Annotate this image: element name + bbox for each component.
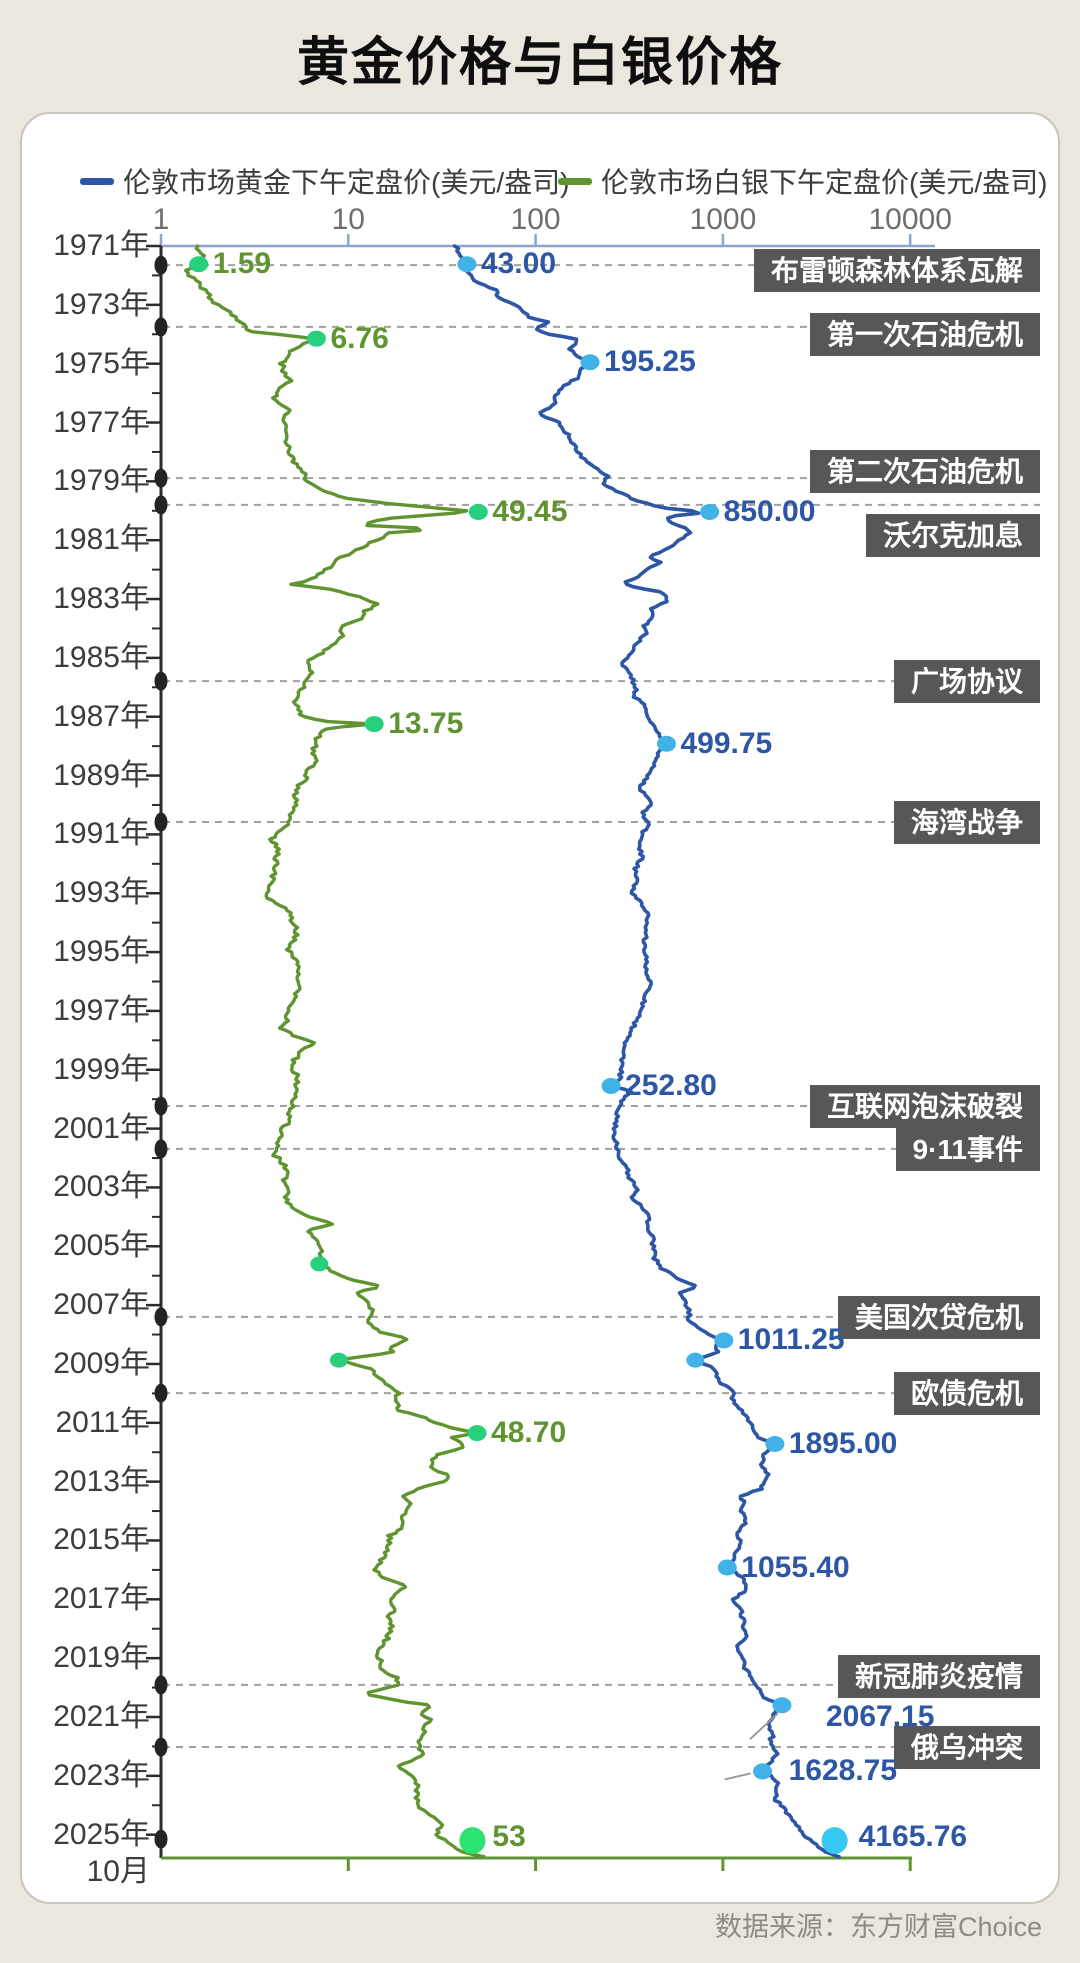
silver-key-marker	[189, 256, 209, 273]
event-dot	[154, 317, 168, 337]
gold-key-marker	[717, 1559, 737, 1576]
silver-extra-marker	[310, 1256, 329, 1272]
gold-extra-marker	[686, 1352, 705, 1368]
silver-series-line	[183, 244, 486, 1859]
gold-key-marker	[656, 735, 676, 752]
gold-key-marker	[753, 1763, 773, 1780]
silver-key-marker	[364, 716, 384, 733]
gold-key-marker	[765, 1435, 785, 1452]
silver-key-marker	[468, 503, 488, 520]
gold-key-marker	[601, 1077, 621, 1094]
gold-end-marker	[821, 1827, 848, 1855]
event-dot	[154, 1096, 168, 1116]
gold-key-marker	[457, 256, 477, 273]
event-dot	[154, 1383, 168, 1403]
event-dot	[154, 1675, 168, 1695]
event-dot	[154, 812, 168, 832]
gold-key-marker	[714, 1332, 734, 1349]
event-dot	[154, 671, 168, 691]
event-dot	[154, 255, 168, 275]
silver-extra-marker	[329, 1352, 348, 1368]
event-dot	[154, 1307, 168, 1327]
gold-key-marker	[580, 354, 600, 371]
page-title: 黄金价格与白银价格	[296, 34, 783, 92]
gold-series-line	[452, 244, 841, 1859]
gold-key-marker	[772, 1697, 792, 1714]
silver-key-marker	[306, 330, 326, 347]
event-dot	[154, 495, 168, 515]
marker-pin-icon	[724, 1772, 751, 1781]
gold-key-marker	[700, 503, 720, 520]
current-date-dot	[154, 1829, 168, 1849]
marker-pin-icon	[749, 1712, 779, 1740]
event-dot	[154, 1737, 168, 1757]
silver-end-marker	[459, 1827, 486, 1855]
silver-key-marker	[467, 1425, 487, 1442]
event-dot	[154, 1139, 168, 1159]
event-dot	[154, 468, 168, 488]
